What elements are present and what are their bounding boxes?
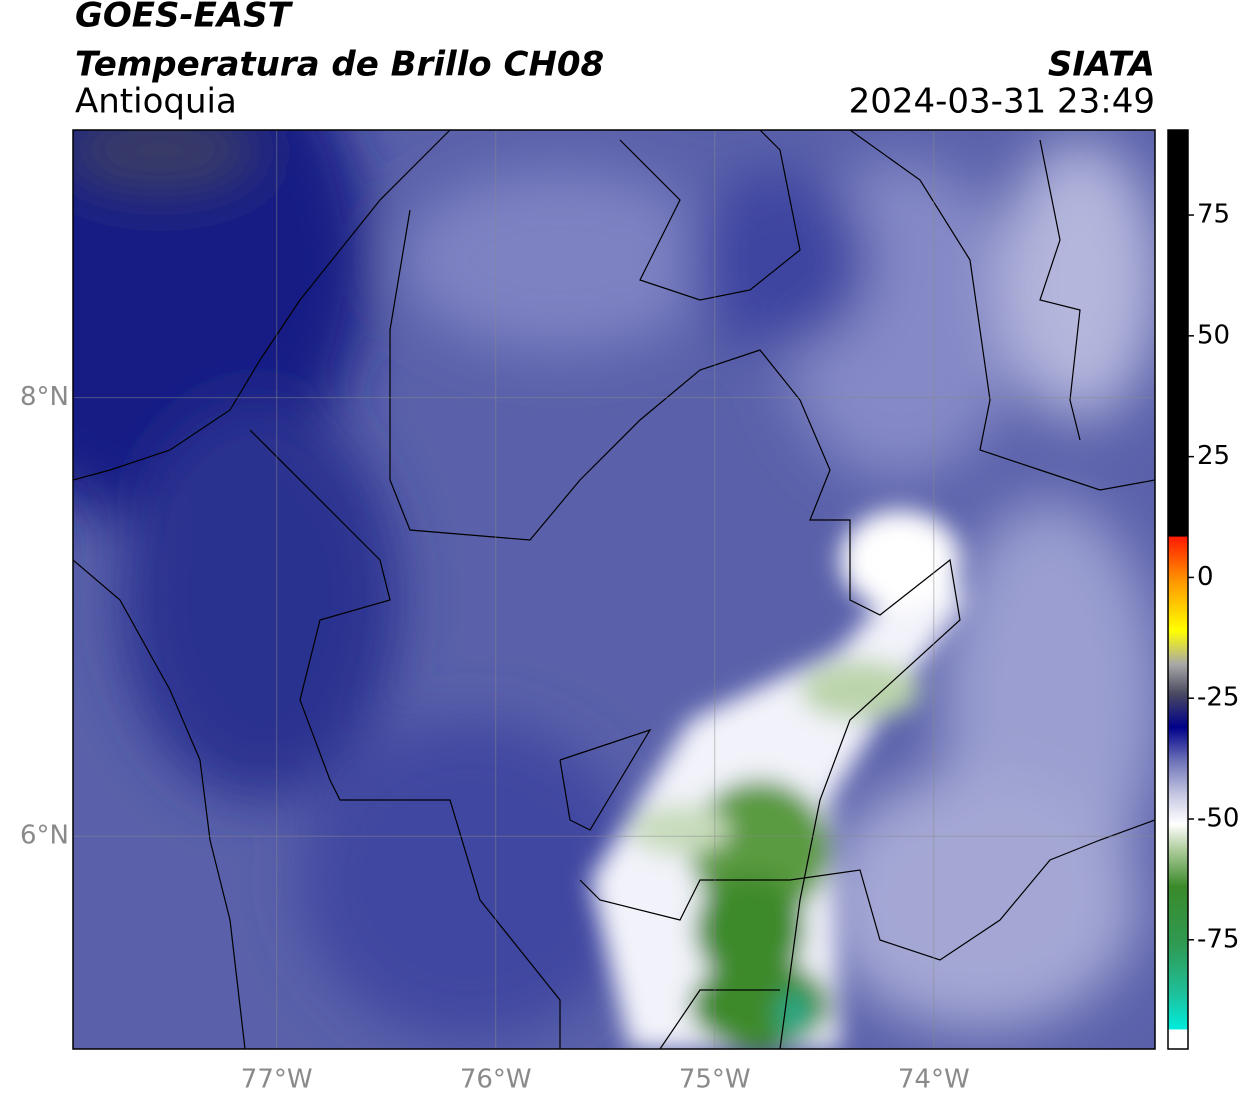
map-frame xyxy=(72,129,1156,1050)
lat-tick-label: 8°N xyxy=(20,382,69,412)
satellite-title: GOES-EAST xyxy=(75,0,294,36)
lon-tick-label: 76°W xyxy=(460,1065,532,1095)
lat-tick-label: 6°N xyxy=(20,821,69,851)
colorbar-tick-label: 75 xyxy=(1197,200,1230,230)
lon-tick-label: 77°W xyxy=(241,1065,313,1095)
lon-tick-label: 75°W xyxy=(679,1065,751,1095)
colorbar-tick-label: -50 xyxy=(1197,804,1239,834)
colorbar xyxy=(1167,129,1189,1050)
colorbar-tick-label: 0 xyxy=(1197,562,1214,592)
agency-label: SIATA xyxy=(1048,45,1155,85)
colorbar-tick-label: 25 xyxy=(1197,441,1230,471)
colorbar-tick-label: -25 xyxy=(1197,683,1239,713)
datetime-label: 2024-03-31 23:49 xyxy=(849,82,1155,122)
colorbar-tick-label: -75 xyxy=(1197,924,1239,954)
lon-tick-label: 74°W xyxy=(898,1065,970,1095)
product-title: Temperatura de Brillo CH08 xyxy=(75,45,604,85)
satellite-image xyxy=(73,130,1155,1049)
region-label: Antioquia xyxy=(75,82,237,122)
colorbar-tick-label: 50 xyxy=(1197,320,1230,350)
